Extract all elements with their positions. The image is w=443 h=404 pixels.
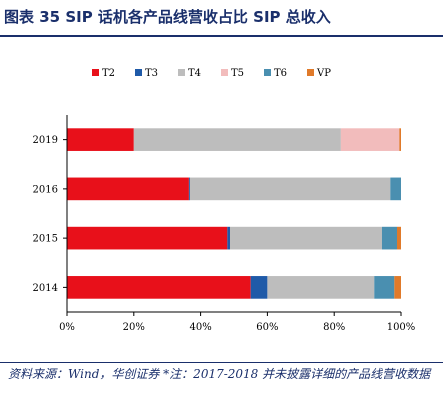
footer-rule	[0, 362, 443, 363]
source-note: 资料来源：Wind，华创证券 *注：2017-2018 并未披露详细的产品线营收…	[8, 367, 431, 381]
bar-segment-t4-2019	[133, 128, 341, 151]
bar-segment-t2-2015	[67, 226, 228, 250]
title-rule	[0, 35, 443, 37]
y-category-label: 2016	[33, 184, 58, 195]
bar-segment-t4-2015	[229, 226, 382, 250]
bar-segment-t2-2014	[67, 276, 251, 299]
bars	[67, 128, 401, 299]
bar-segment-t6-2015	[381, 226, 397, 250]
legend-swatch-vp	[307, 69, 314, 76]
x-tick-label: 0%	[59, 322, 75, 333]
x-tick-label: 100%	[387, 322, 416, 333]
legend-label-t6: T6	[274, 68, 287, 79]
x-tick-label: 20%	[123, 322, 145, 333]
legend-swatch-t2	[92, 69, 99, 76]
bar-segment-t2-2019	[67, 128, 134, 151]
legend-swatch-t4	[178, 69, 185, 76]
y-category-label: 2019	[33, 135, 58, 146]
bar-segment-t2-2016	[67, 177, 189, 201]
legend-label-t4: T4	[188, 68, 201, 79]
legend-swatch-t5	[221, 69, 228, 76]
x-tick-label: 60%	[256, 322, 278, 333]
legend: T2 T3 T4 T5 T6 VP	[92, 68, 331, 79]
legend-label-t5: T5	[231, 68, 244, 79]
y-category-label: 2014	[33, 283, 58, 294]
bar-segment-t3-2014	[250, 276, 268, 299]
y-category-label: 2015	[33, 234, 58, 245]
x-tick-label: 80%	[323, 322, 345, 333]
bar-segment-t3-2016	[188, 177, 190, 201]
axes: 0% 20% 40% 60% 80% 100% 2019 2016 2015 2014	[33, 115, 416, 333]
stacked-bar-chart: T2 T3 T4 T5 T6 VP 0% 20% 40% 60% 80% 100% 2019 2016 2…	[33, 68, 416, 333]
legend-label-t2: T2	[102, 68, 115, 79]
legend-label-vp: VP	[316, 68, 331, 79]
figure-title: 图表 35 SIP 话机各产品线营收占比 SIP 总收入	[4, 8, 331, 26]
bar-segment-t5-2019	[340, 128, 400, 151]
bar-segment-t6-2016	[390, 177, 401, 201]
bar-segment-t4-2014	[267, 276, 375, 299]
bar-segment-vp-2014	[394, 276, 401, 299]
bar-segment-t3-2015	[227, 226, 230, 250]
x-tick-label: 40%	[189, 322, 211, 333]
legend-swatch-t3	[135, 69, 142, 76]
bar-segment-vp-2015	[396, 226, 401, 250]
legend-label-t3: T3	[145, 68, 158, 79]
bar-segment-vp-2019	[399, 128, 401, 151]
legend-swatch-t6	[264, 69, 271, 76]
bar-segment-t6-2014	[374, 276, 395, 299]
bar-segment-t4-2016	[189, 177, 391, 201]
